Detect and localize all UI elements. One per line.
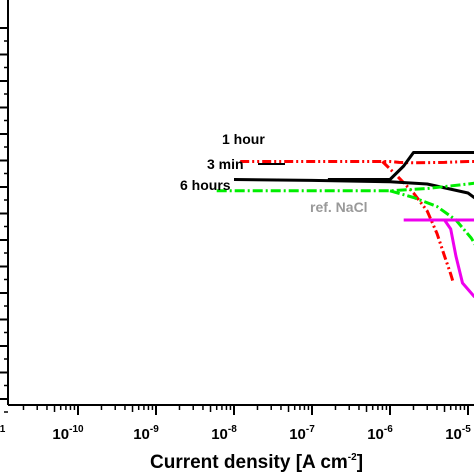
series-branch-anodic <box>327 151 474 181</box>
x-tick-label: 10-7 <box>289 424 315 443</box>
x-tick-label: 10-9 <box>133 424 159 443</box>
x-axis-title: Current density [A cm-2] <box>150 452 363 473</box>
series-branch-anodic <box>240 160 474 165</box>
series-label: 3 min <box>207 156 244 172</box>
series-6-hours <box>216 181 474 246</box>
series-label: 6 hours <box>180 177 231 193</box>
x-tick-label: 10-11 <box>0 424 6 443</box>
series-branch-cathodic <box>389 189 474 246</box>
x-axis: 10-11 10-10 10-9 10-8 10-7 10-6 10-5 <box>0 404 474 443</box>
series-branch-cathodic <box>233 178 474 200</box>
y-axis <box>0 0 9 413</box>
x-tick-label: 10-5 <box>445 424 471 443</box>
series-branch-cathodic <box>381 160 455 284</box>
series-branch-anodic <box>216 181 474 193</box>
series-layer <box>216 151 474 298</box>
series-3-min <box>233 151 474 200</box>
series-label-layer: 1 hour 3 min 6 hours ref. NaCl <box>180 131 368 215</box>
x-tick-label: 10-6 <box>367 424 393 443</box>
x-tick-label: 10-10 <box>52 424 84 443</box>
series-label: ref. NaCl <box>310 199 368 215</box>
x-tick-label: 10-8 <box>211 424 237 443</box>
series-branch-cathodic <box>443 219 474 298</box>
series-label: 1 hour <box>222 131 265 147</box>
series-ref-nacl <box>403 218 474 298</box>
